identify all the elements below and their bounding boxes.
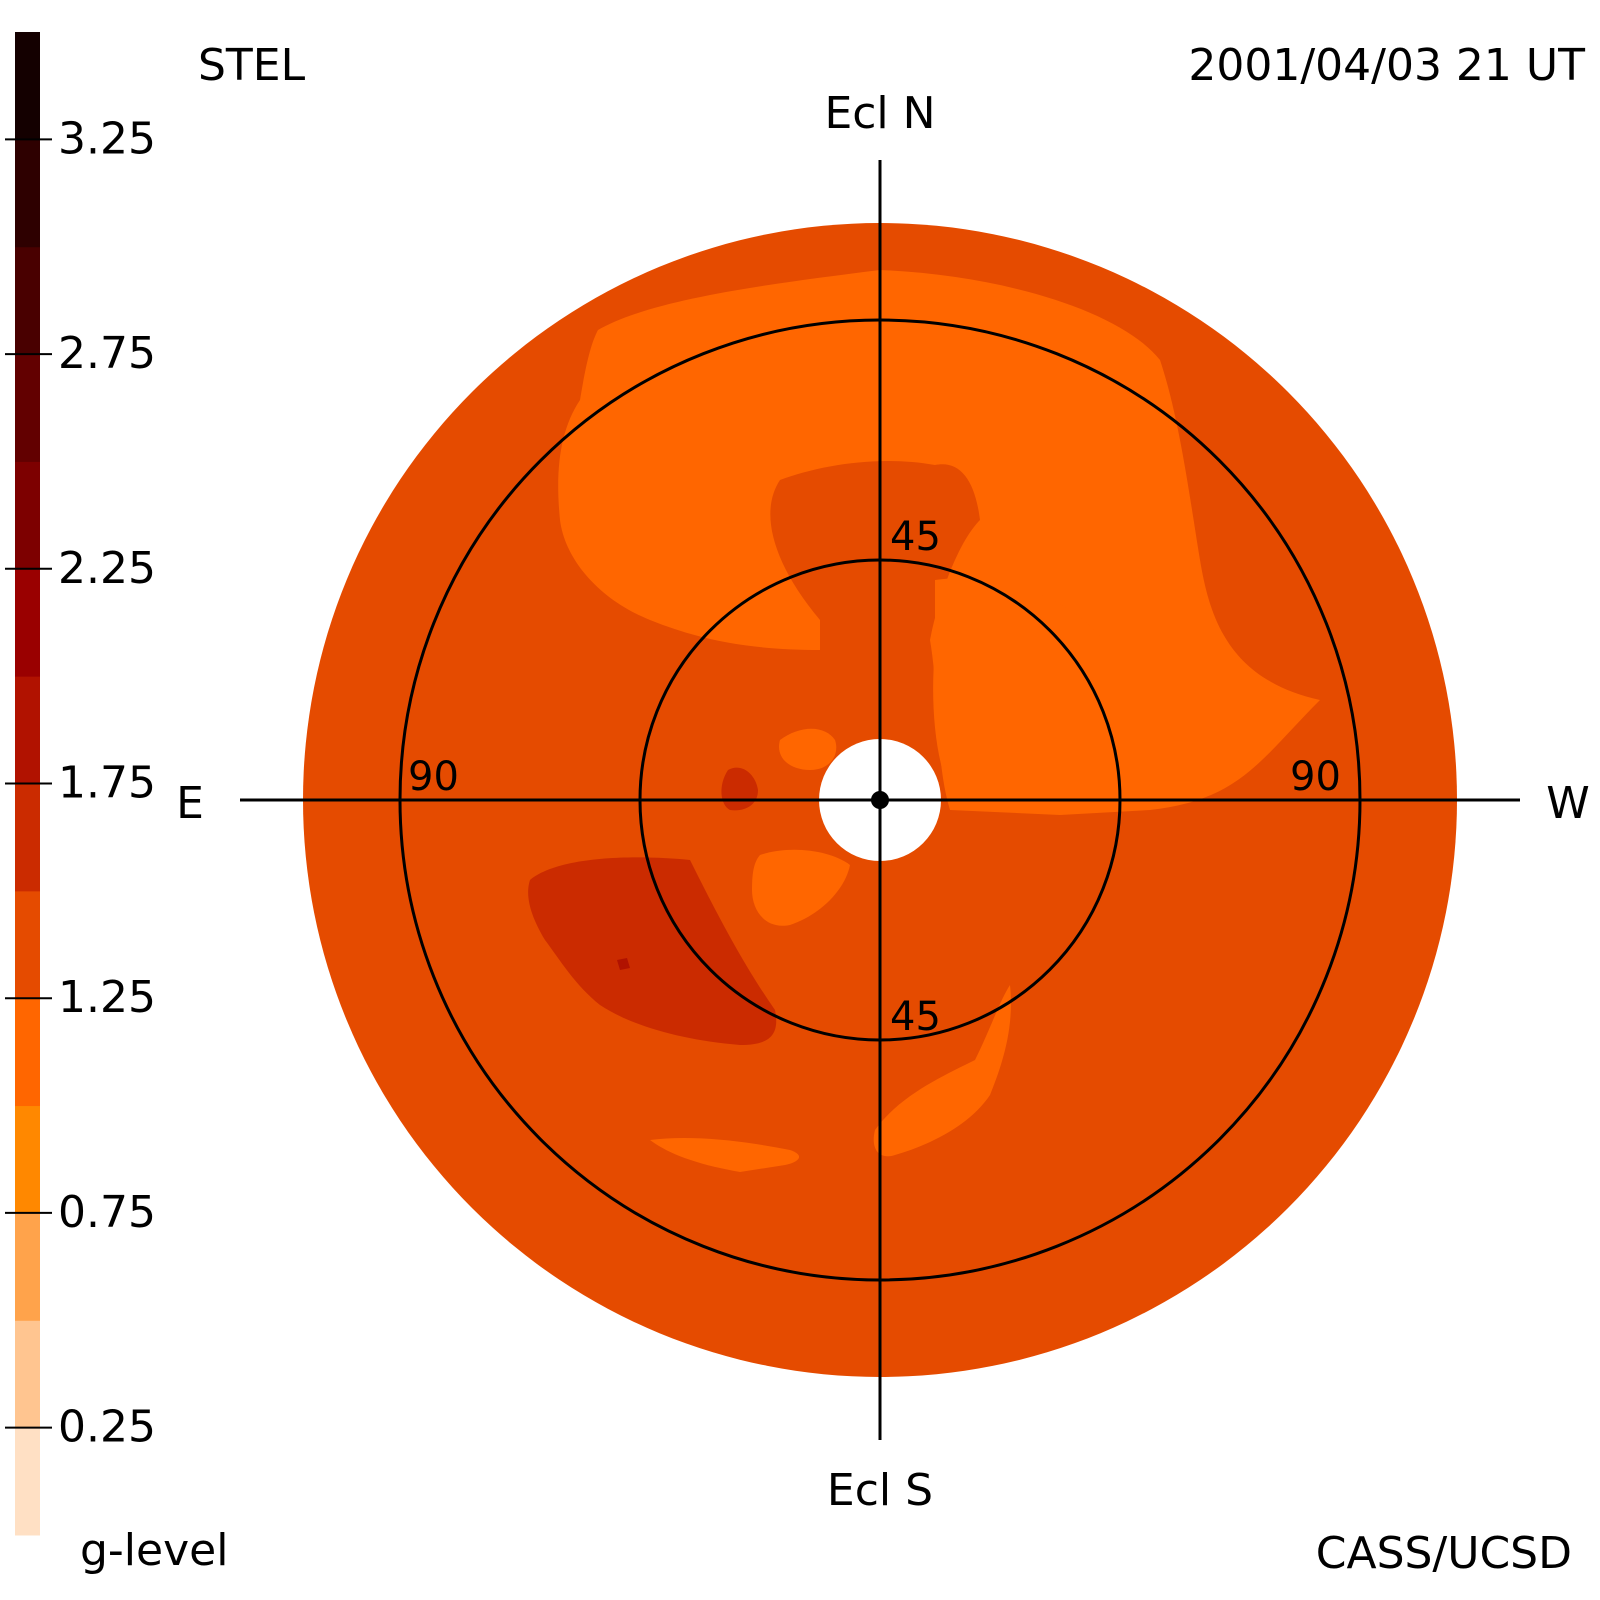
colorbar-segment-2 xyxy=(15,1212,40,1321)
colorbar-segment-9 xyxy=(15,461,40,570)
southeast-core xyxy=(617,958,630,970)
timestamp-label: 2001/04/03 21 UT xyxy=(1188,40,1585,91)
colorbar-segment-11 xyxy=(15,246,40,355)
colorbar-tick-label: 0.25 xyxy=(58,1402,156,1453)
direction-east: E xyxy=(176,778,204,829)
colorbar-tick-label: 2.25 xyxy=(58,543,156,594)
colorbar-segment-10 xyxy=(15,354,40,462)
southeast-enhancement xyxy=(528,857,777,1045)
colorbar-segment-3 xyxy=(15,1105,40,1214)
colorbar-segment-4 xyxy=(15,998,40,1107)
southwest-streak xyxy=(650,1138,800,1172)
colorbar-tick-label: 0.75 xyxy=(58,1187,156,1238)
west-inner-region xyxy=(933,578,1118,790)
colorbar-tick-label: 2.75 xyxy=(58,328,156,379)
colorbar-tick-label: 1.25 xyxy=(58,972,156,1023)
direction-north: Ecl N xyxy=(824,88,935,139)
colorbar-ticks: 3.25 2.75 2.25 1.75 1.25 0.75 0.25 xyxy=(5,113,156,1453)
inner-blob-upper xyxy=(779,728,837,770)
colorbar-segment-5 xyxy=(15,890,40,999)
colorbar-tick-label: 3.25 xyxy=(58,113,156,164)
colorbar xyxy=(15,32,40,1536)
colorbar-segment-0 xyxy=(15,1427,40,1536)
colorbar-segment-8 xyxy=(15,568,40,677)
sun-center-marker xyxy=(871,791,889,809)
ring-label-north-45: 45 xyxy=(890,514,941,560)
inner-blob-lower xyxy=(752,849,850,926)
colorbar-segment-6 xyxy=(15,783,40,892)
northern-arc xyxy=(558,270,1320,815)
instrument-label: STEL xyxy=(198,40,306,91)
south-streak xyxy=(873,985,1011,1157)
ring-label-east-90: 90 xyxy=(408,754,459,800)
colorbar-segment-12 xyxy=(15,139,40,248)
ring-label-south-45: 45 xyxy=(890,994,941,1040)
ring-label-west-90: 90 xyxy=(1290,754,1341,800)
colorbar-segment-13 xyxy=(15,32,40,140)
colorbar-label: g-level xyxy=(80,1525,228,1576)
direction-west: W xyxy=(1546,778,1590,829)
colorbar-tick-label: 1.75 xyxy=(58,758,156,809)
credit-label: CASS/UCSD xyxy=(1316,1528,1572,1579)
colorbar-segment-1 xyxy=(15,1320,40,1429)
colorbar-segment-7 xyxy=(15,676,40,784)
direction-south: Ecl S xyxy=(827,1465,933,1516)
